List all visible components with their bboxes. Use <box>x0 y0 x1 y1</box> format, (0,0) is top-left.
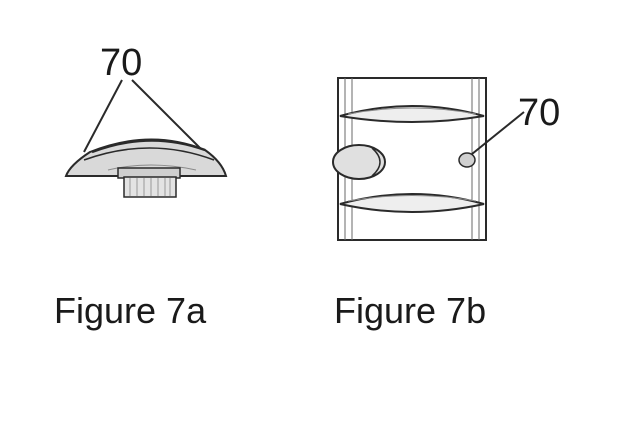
figure-7a-leader-line-left <box>84 80 122 152</box>
figure-7b-lower-disc <box>340 194 484 212</box>
figure-7a: 70 Figure 7a <box>54 42 226 331</box>
figure-7a-stem <box>118 168 180 197</box>
figure-7a-caption: Figure 7a <box>54 290 207 331</box>
figure-7a-reference-numeral: 70 <box>100 42 142 84</box>
figure-7b: 70 Figure 7b <box>333 78 560 331</box>
figure-7b-reference-numeral: 70 <box>518 92 560 134</box>
figure-7b-leader-line <box>472 112 524 154</box>
figure-7b-small-opening <box>459 153 475 167</box>
figure-7b-left-oval <box>333 145 385 179</box>
figure-7b-upper-disc <box>340 106 484 122</box>
figure-7b-caption: Figure 7b <box>334 290 486 331</box>
